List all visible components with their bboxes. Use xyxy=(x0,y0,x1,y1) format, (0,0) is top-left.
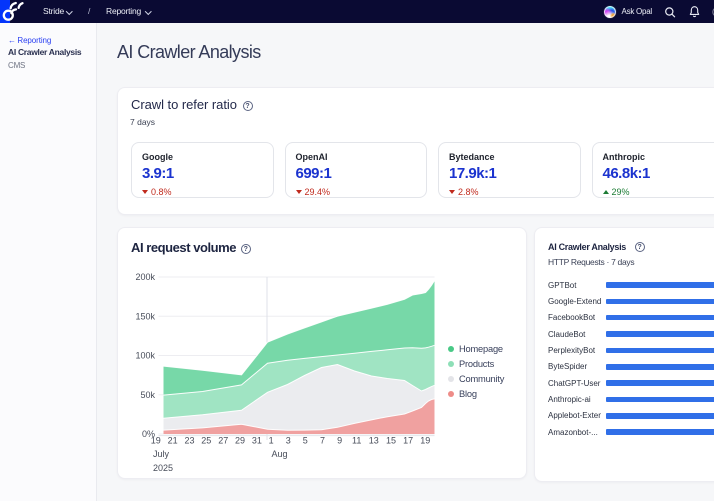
svg-text:5: 5 xyxy=(302,436,307,446)
svg-text:17: 17 xyxy=(403,436,413,446)
svg-text:0%: 0% xyxy=(141,429,154,439)
svg-text:3: 3 xyxy=(285,436,290,446)
svg-text:25: 25 xyxy=(201,436,211,446)
svg-text:11: 11 xyxy=(352,436,361,446)
svg-text:29: 29 xyxy=(234,436,244,446)
svg-text:15: 15 xyxy=(385,436,395,446)
svg-text:July: July xyxy=(153,449,170,459)
svg-text:19: 19 xyxy=(420,436,430,446)
svg-text:23: 23 xyxy=(184,436,194,446)
svg-text:1: 1 xyxy=(268,436,273,446)
svg-text:7: 7 xyxy=(319,436,324,446)
svg-text:2025: 2025 xyxy=(153,463,173,473)
svg-text:200k: 200k xyxy=(135,272,155,282)
svg-text:21: 21 xyxy=(167,436,177,446)
svg-text:19: 19 xyxy=(150,436,160,446)
svg-text:150k: 150k xyxy=(135,311,155,321)
svg-text:Aug: Aug xyxy=(271,449,287,459)
svg-text:9: 9 xyxy=(337,436,342,446)
svg-text:13: 13 xyxy=(368,436,378,446)
svg-text:31: 31 xyxy=(251,436,261,446)
svg-text:100k: 100k xyxy=(135,351,155,361)
svg-text:27: 27 xyxy=(218,436,228,446)
svg-text:50k: 50k xyxy=(140,390,155,400)
